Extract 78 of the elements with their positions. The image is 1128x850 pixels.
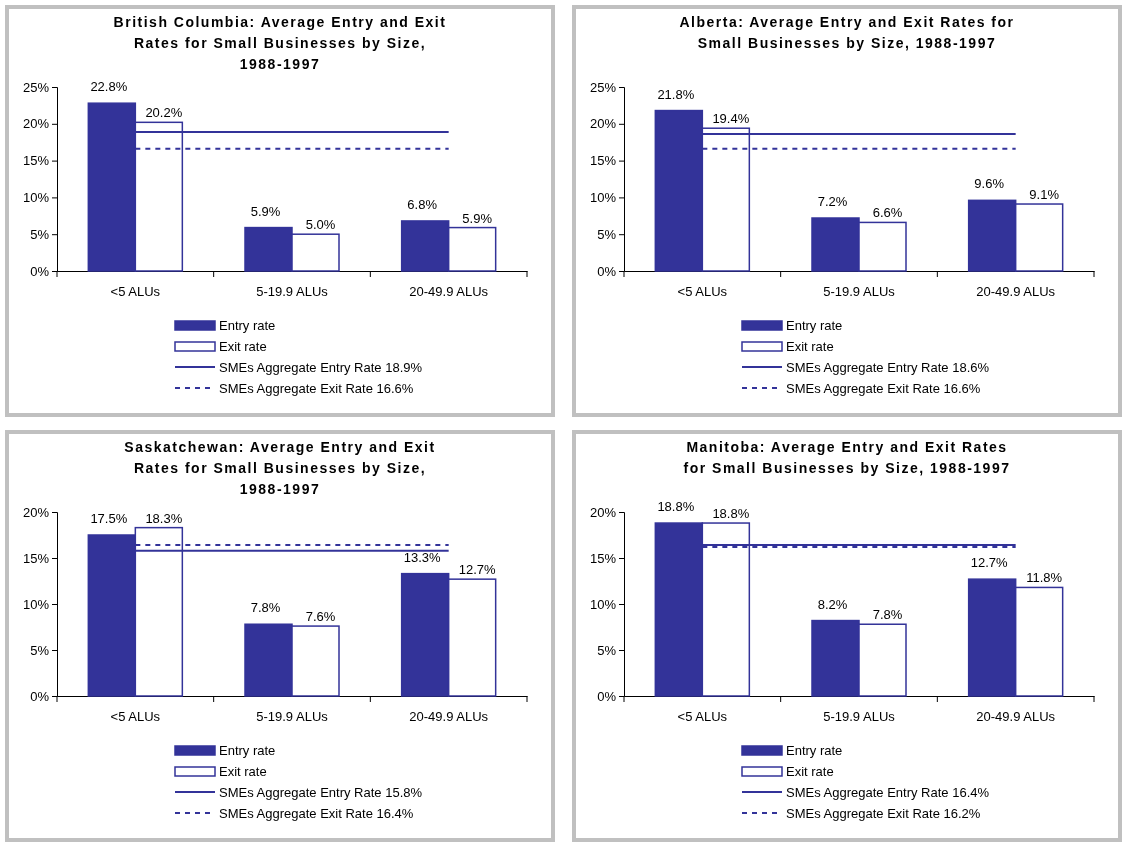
x-tick-label: 20-49.9 ALUs xyxy=(976,709,1056,725)
y-tick-label: 15% xyxy=(589,153,617,169)
legend-label: SMEs Aggregate Exit Rate 16.6% xyxy=(219,381,414,396)
x-tick-label: 20-49.9 ALUs xyxy=(409,284,489,300)
x-tick-label: <5 ALUs xyxy=(110,284,161,300)
chart-title: Alberta: Average Entry and Exit Rates for Small Businesses by Size, 1988-1997 xyxy=(679,14,1015,51)
data-label: 21.8% xyxy=(657,86,695,102)
y-tick-label: 5% xyxy=(30,226,50,242)
data-label: 12.7% xyxy=(458,562,497,578)
chart-title: British Columbia: Average Entry and Exit Rates for Small Businesses by Size, 1988-1997 xyxy=(113,14,447,72)
y-tick-label: 0% xyxy=(30,688,50,704)
y-tick-label: 20% xyxy=(589,504,617,520)
y-tick-label: 25% xyxy=(22,79,50,95)
x-tick-label: 20-49.9 ALUs xyxy=(976,284,1056,300)
chart-title: Saskatchewan: Average Entry and Exit Rates for Small Businesses by Size, 1988-1997 xyxy=(124,439,436,497)
x-tick-label: <5 ALUs xyxy=(677,284,728,300)
data-label: 9.1% xyxy=(1029,187,1060,203)
data-label: 18.3% xyxy=(145,510,183,526)
legend-label: Exit rate xyxy=(786,764,834,779)
y-tick-label: 0% xyxy=(597,688,617,704)
y-tick-label: 0% xyxy=(30,263,50,279)
y-tick-label: 20% xyxy=(589,116,617,132)
y-tick-label: 15% xyxy=(22,153,50,169)
data-label: 6.6% xyxy=(872,205,903,221)
y-tick-label: 5% xyxy=(597,226,617,242)
legend-label: Entry rate xyxy=(219,318,276,333)
data-label: 22.8% xyxy=(90,79,128,95)
y-tick-label: 15% xyxy=(589,550,617,566)
data-label: 18.8% xyxy=(712,506,750,522)
chart-title: Manitoba: Average Entry and Exit Rates for Small Businesses by Size, 1988-1997 xyxy=(683,439,1011,476)
x-tick-label: 5-19.9 ALUs xyxy=(256,709,329,725)
y-tick-label: 5% xyxy=(597,642,617,658)
data-label: 7.6% xyxy=(305,609,336,625)
data-label: 17.5% xyxy=(90,511,128,526)
legend-label: SMEs Aggregate Entry Rate 18.6% xyxy=(786,360,990,375)
data-label: 13.3% xyxy=(403,549,442,565)
data-label: 5.0% xyxy=(305,217,336,233)
data-label: 18.8% xyxy=(657,499,695,515)
x-tick-label: <5 ALUs xyxy=(110,709,161,725)
legend-label: SMEs Aggregate Entry Rate 18.9% xyxy=(219,360,423,375)
data-label: 7.8% xyxy=(250,600,281,616)
y-tick-label: 5% xyxy=(30,642,50,658)
legend-label: Exit rate xyxy=(219,764,267,779)
x-tick-label: 5-19.9 ALUs xyxy=(823,709,896,725)
data-label: 8.2% xyxy=(817,596,848,612)
legend-label: SMEs Aggregate Exit Rate 16.6% xyxy=(786,381,981,396)
legend-label: Exit rate xyxy=(786,339,834,354)
x-tick-label: <5 ALUs xyxy=(677,709,728,725)
y-tick-label: 10% xyxy=(589,596,617,612)
legend-label: SMEs Aggregate Entry Rate 16.4% xyxy=(786,785,990,800)
legend-label: SMEs Aggregate Exit Rate 16.2% xyxy=(786,806,981,821)
legend-label: Entry rate xyxy=(219,743,276,758)
data-label: 5.9% xyxy=(462,210,493,226)
data-label: 20.2% xyxy=(145,105,183,121)
data-label: 9.6% xyxy=(974,176,1005,192)
y-tick-label: 25% xyxy=(589,79,617,95)
y-tick-label: 10% xyxy=(22,596,50,612)
data-label: 19.4% xyxy=(712,111,750,127)
y-tick-label: 20% xyxy=(22,116,50,132)
data-label: 6.8% xyxy=(407,196,438,212)
data-label: 7.8% xyxy=(872,607,903,623)
y-tick-label: 0% xyxy=(597,263,617,279)
data-label: 5.9% xyxy=(250,203,281,219)
legend-label: SMEs Aggregate Entry Rate 15.8% xyxy=(219,785,423,800)
legend-label: Entry rate xyxy=(786,743,843,758)
x-tick-label: 20-49.9 ALUs xyxy=(409,709,489,725)
y-tick-label: 20% xyxy=(22,504,50,520)
x-tick-label: 5-19.9 ALUs xyxy=(823,284,896,300)
data-label: 12.7% xyxy=(970,555,1009,571)
legend-label: Entry rate xyxy=(786,318,843,333)
legend-label: SMEs Aggregate Exit Rate 16.4% xyxy=(219,806,414,821)
y-tick-label: 10% xyxy=(22,190,50,206)
x-tick-label: 5-19.9 ALUs xyxy=(256,284,329,300)
y-tick-label: 15% xyxy=(22,550,50,566)
data-label: 7.2% xyxy=(817,194,848,210)
data-label: 11.8% xyxy=(1026,570,1063,586)
legend-label: Exit rate xyxy=(219,339,267,354)
y-tick-label: 10% xyxy=(589,190,617,206)
